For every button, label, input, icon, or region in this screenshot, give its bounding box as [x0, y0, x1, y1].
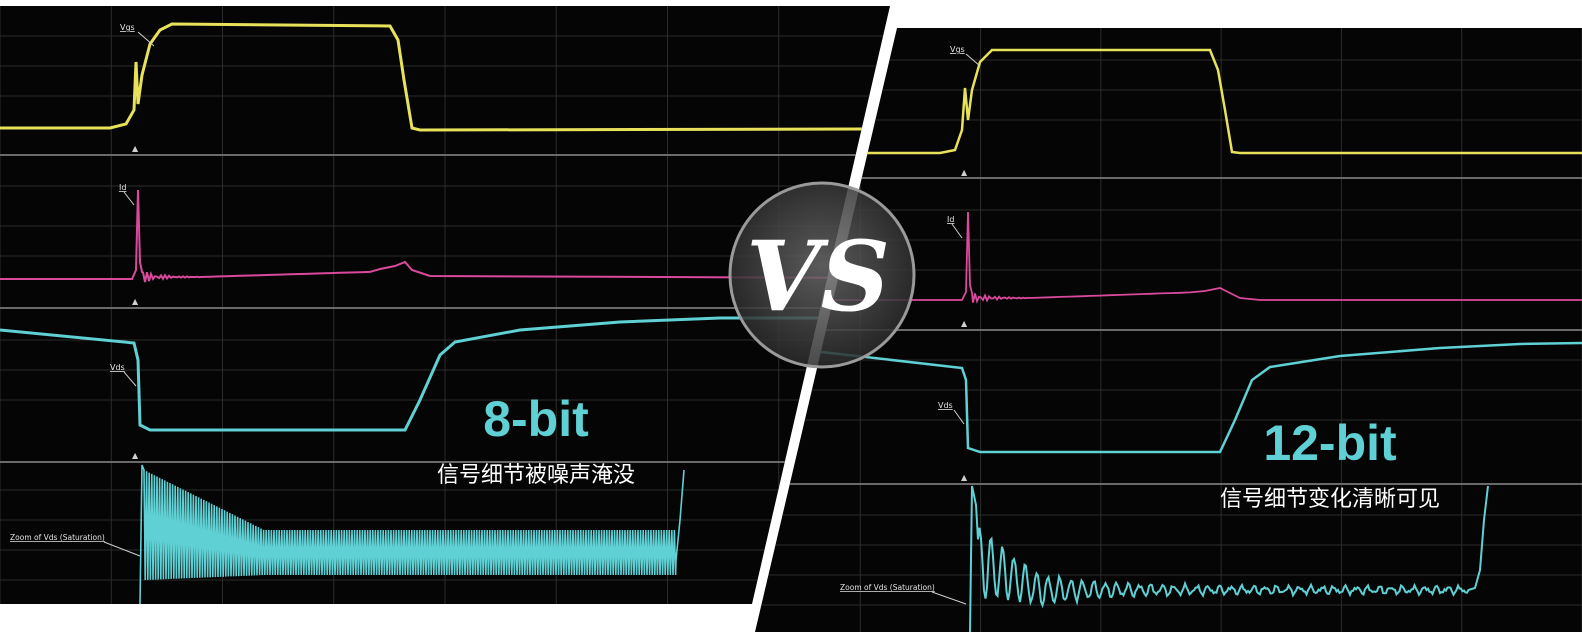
right-bit-depth-label: 12-bit: [1263, 415, 1397, 471]
right-id-marker: ▲: [961, 319, 968, 328]
right-trace-markers: ▲ ▲ ▲: [961, 168, 968, 482]
right-vds-marker: ▲: [961, 473, 968, 482]
left-vds-trace: [0, 316, 890, 432]
right-vds-trace: [759, 341, 1582, 454]
left-vds-label: Vds: [110, 363, 125, 372]
right-id-label: Id: [947, 215, 954, 224]
right-zoom-vds-trace: [969, 485, 1489, 632]
left-zoom-label: Zoom of Vds (Saturation): [10, 533, 105, 542]
left-bit-depth-label: 8-bit: [483, 391, 589, 447]
left-vgs-marker: ▲: [132, 144, 139, 153]
left-vgs-trace: [0, 22, 890, 132]
left-trace-labels: Vgs Id Vds Zoom of Vds (Saturation): [10, 23, 155, 557]
right-trace-labels: Vgs Id Vds Zoom of Vds (Saturation): [840, 45, 981, 605]
right-scope-grid: [755, 28, 1582, 632]
left-scope-grid: [0, 6, 890, 604]
right-zoom-label: Zoom of Vds (Saturation): [840, 583, 935, 592]
left-id-marker: ▲: [132, 297, 139, 306]
left-vds-marker: ▲: [132, 451, 139, 460]
right-vgs-label: Vgs: [950, 45, 965, 54]
left-zoom-vds-trace: [139, 464, 685, 604]
right-vds-label: Vds: [938, 401, 953, 410]
left-id-label: Id: [119, 183, 126, 192]
vs-badge-text: VS: [746, 220, 890, 333]
vs-badge: VS: [728, 181, 916, 369]
left-trace-markers: ▲ ▲ ▲: [132, 144, 139, 460]
left-id-trace: [0, 189, 890, 283]
left-vgs-label: Vgs: [120, 23, 135, 32]
right-caption: 信号细节变化清晰可见: [1220, 487, 1440, 512]
left-caption: 信号细节被噪声淹没: [437, 463, 635, 488]
right-id-trace: [760, 211, 1582, 304]
right-vgs-trace: [800, 48, 1582, 155]
right-scope-traces: [759, 48, 1582, 632]
left-scope-traces: [0, 22, 890, 604]
vs-badge-circle: [728, 181, 916, 369]
right-vgs-marker: ▲: [961, 168, 968, 177]
